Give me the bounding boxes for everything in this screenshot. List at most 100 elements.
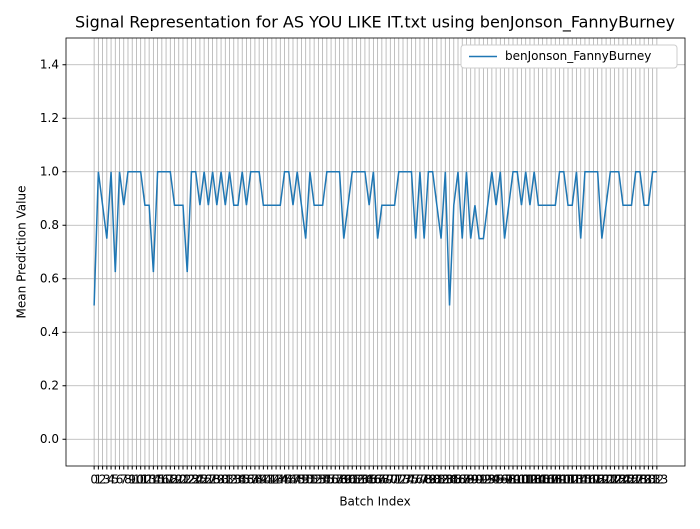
x-tick-label: 46: [281, 473, 296, 487]
x-tick-label: 70: [383, 473, 398, 487]
x-tick-label: 126: [616, 473, 639, 487]
x-tick-label: 13: [141, 473, 156, 487]
x-tick-label: 98: [501, 473, 516, 487]
x-tick-label: 74: [400, 473, 415, 487]
x-tick-label: 44: [273, 473, 288, 487]
x-tick-label: 6: [116, 473, 124, 487]
x-tick-label: 3: [103, 473, 111, 487]
x-tick-label: 122: [599, 473, 622, 487]
x-tick-label: 121: [595, 473, 618, 487]
x-tick-label: 27: [201, 473, 216, 487]
x-tick-label: 85: [446, 473, 461, 487]
x-tick-label: 59: [336, 473, 351, 487]
x-tick-label: 107: [535, 473, 558, 487]
x-tick-label: 108: [540, 473, 563, 487]
x-tick-label: 53: [311, 473, 326, 487]
x-tick-label: 58: [332, 473, 347, 487]
x-tick-label: 14: [146, 473, 161, 487]
x-tick-label: 25: [192, 473, 207, 487]
x-tick-label: 42: [264, 473, 279, 487]
x-tick-label: 63: [353, 473, 368, 487]
x-tick-label: 132: [641, 473, 664, 487]
x-tick-label: 104: [523, 473, 546, 487]
x-tick-label: 115: [569, 473, 592, 487]
x-tick-label: 68: [374, 473, 389, 487]
x-tick-label: 66: [366, 473, 381, 487]
x-tick-label: 125: [612, 473, 635, 487]
x-tick-label: 50: [298, 473, 313, 487]
x-tick-label: 4: [107, 473, 115, 487]
x-tick-label: 9: [128, 473, 136, 487]
x-tick-label: 109: [544, 473, 567, 487]
x-tick-label: 79: [421, 473, 436, 487]
x-tick-label: 90: [467, 473, 482, 487]
x-tick-label: 39: [252, 473, 267, 487]
x-tick-label: 65: [362, 473, 377, 487]
y-tick-label: 0.0: [40, 432, 59, 446]
y-tick-label: 1.4: [40, 57, 59, 71]
x-tick-label: 37: [243, 473, 258, 487]
x-tick-label: 43: [268, 473, 283, 487]
x-tick-label: 56: [323, 473, 338, 487]
x-tick-label: 21: [175, 473, 190, 487]
x-tick-label: 71: [387, 473, 402, 487]
x-tick-label: 97: [497, 473, 512, 487]
x-tick-label: 111: [552, 473, 575, 487]
x-axis-label: Batch Index: [339, 495, 410, 509]
legend: benJonson_FannyBurney: [460, 44, 678, 69]
x-tick-label: 129: [628, 473, 651, 487]
x-tick-label: 40: [256, 473, 271, 487]
x-tick-label: 15: [150, 473, 165, 487]
x-tick-label: 96: [493, 473, 508, 487]
x-tick-label: 54: [315, 473, 330, 487]
legend-box: [460, 44, 678, 69]
y-tick-label: 1.2: [40, 111, 59, 125]
x-tick-label: 133: [645, 473, 668, 487]
x-tick-label: 32: [222, 473, 237, 487]
y-tick-label: 0.6: [40, 271, 59, 285]
x-tick-label: 7: [120, 473, 128, 487]
x-tick-label: 22: [180, 473, 195, 487]
chart-title: Signal Representation for AS YOU LIKE IT…: [75, 13, 675, 33]
x-tick-label: 1: [95, 473, 103, 487]
x-tick-label: 19: [167, 473, 182, 487]
x-tick-label: 102: [514, 473, 537, 487]
x-tick-label: 18: [163, 473, 178, 487]
x-tick-label: 73: [395, 473, 410, 487]
x-tick-label: 11: [133, 473, 148, 487]
x-tick-label: 119: [586, 473, 609, 487]
x-tick-label: 24: [188, 473, 203, 487]
x-tick-label: 28: [205, 473, 220, 487]
x-tick-label: 64: [357, 473, 372, 487]
x-tick-label: 106: [531, 473, 554, 487]
x-tick-label: 35: [235, 473, 250, 487]
x-tick-label: 17: [158, 473, 173, 487]
x-tick-label: 112: [557, 473, 580, 487]
x-tick-label: 30: [213, 473, 228, 487]
x-tick-label: 131: [637, 473, 660, 487]
x-tick-label: 123: [603, 473, 626, 487]
x-tick-label: 52: [307, 473, 322, 487]
x-tick-label: 20: [171, 473, 186, 487]
x-tick-label: 103: [518, 473, 541, 487]
x-tick-label: 110: [548, 473, 571, 487]
x-tick-label: 117: [578, 473, 601, 487]
x-tick-label: 99: [505, 473, 520, 487]
x-tick-label: 83: [438, 473, 453, 487]
y-tick-label: 0.4: [40, 325, 59, 339]
plot-frame: [65, 37, 686, 467]
x-tick-label: 55: [319, 473, 334, 487]
x-tick-label: 130: [633, 473, 656, 487]
y-tick-label: 0.2: [40, 378, 59, 392]
x-tick-label: 88: [459, 473, 474, 487]
x-tick-label: 95: [488, 473, 503, 487]
y-tick-label: 0.8: [40, 218, 59, 232]
x-tick-label: 120: [590, 473, 613, 487]
x-tick-label: 78: [417, 473, 432, 487]
x-tick-label: 113: [561, 473, 584, 487]
x-tick-label: 116: [573, 473, 596, 487]
x-tick-label: 77: [412, 473, 427, 487]
x-tick-label: 62: [349, 473, 364, 487]
x-tick-label: 57: [328, 473, 343, 487]
